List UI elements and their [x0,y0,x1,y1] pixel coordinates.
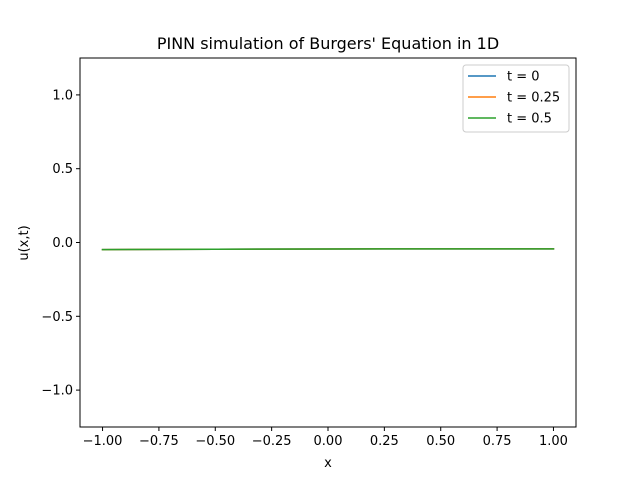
y-axis-label: u(x,t) [17,225,32,260]
x-tick-label: 0.00 [314,434,343,449]
series-lines [101,248,555,251]
y-tick-label: 1.0 [52,88,73,103]
legend: t = 0 t = 0.25 t = 0.5 [462,64,570,133]
legend-label-1: t = 0.25 [507,91,560,106]
y-tick-label: −1.0 [41,384,73,399]
x-axis-label: x [324,456,332,471]
series-line-2 [101,248,555,251]
x-axis-ticks: −1.00 −0.75 −0.50 −0.25 0.00 0.25 0.50 0.75 1.00 [83,427,568,449]
x-tick-label: 0.25 [370,434,399,449]
x-tick-label: 0.75 [483,434,512,449]
legend-label-2: t = 0.5 [507,112,552,127]
chart-title: PINN simulation of Burgers' Equation in … [157,34,499,53]
x-tick-label: −1.00 [83,434,123,449]
legend-label-0: t = 0 [507,70,540,85]
y-tick-label: 0.5 [52,162,73,177]
x-tick-label: −0.50 [195,434,235,449]
x-tick-label: 0.50 [426,434,455,449]
y-axis-ticks: −1.0 −0.5 0.0 0.5 1.0 [41,88,80,399]
y-tick-label: −0.5 [41,310,73,325]
x-tick-label: −0.75 [139,434,179,449]
y-tick-label: 0.0 [52,236,73,251]
x-tick-label: −0.25 [252,434,292,449]
x-tick-label: 1.00 [539,434,568,449]
legend-frame [462,64,570,133]
